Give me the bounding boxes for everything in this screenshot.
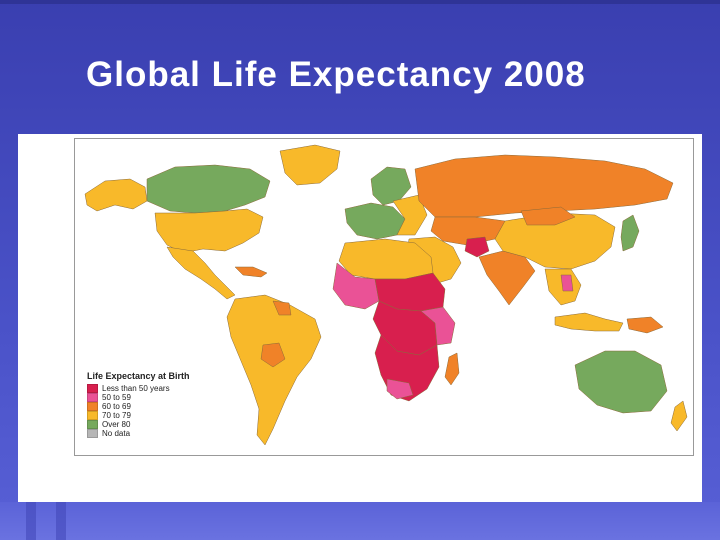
world-map-svg	[84, 144, 688, 446]
bottom-band	[0, 502, 720, 540]
region-new-zealand	[670, 400, 688, 432]
legend-label: 50 to 59	[102, 393, 131, 402]
legend-item: No data	[87, 429, 207, 438]
slide-title: Global Life Expectancy 2008	[86, 55, 586, 94]
legend-item: Less than 50 years	[87, 384, 207, 393]
legend-swatch	[87, 411, 98, 420]
legend-swatch	[87, 420, 98, 429]
legend-items: Less than 50 years 50 to 59 60 to 69 70 to …	[87, 384, 207, 438]
region-new-guinea	[626, 316, 664, 334]
legend-title: Life Expectancy at Birth	[87, 371, 190, 381]
legend-swatch	[87, 429, 98, 438]
region-mongolia	[520, 206, 576, 226]
legend-label: Over 80	[102, 420, 131, 429]
title-bar-accent	[0, 0, 720, 4]
region-caribbean	[234, 266, 268, 278]
region-australia	[574, 350, 668, 414]
region-scandinavia	[370, 166, 412, 206]
legend-item: 60 to 69	[87, 402, 207, 411]
legend-label: 70 to 79	[102, 411, 131, 420]
region-bolivia	[260, 342, 286, 368]
region-greenland	[279, 144, 341, 186]
region-china	[494, 212, 616, 270]
legend-label: 60 to 69	[102, 402, 131, 411]
legend-label: No data	[102, 429, 131, 438]
world-map: Life Expectancy at Birth Less than 50 ye…	[74, 138, 694, 456]
region-guyana	[272, 300, 292, 316]
region-usa	[154, 208, 264, 254]
region-madagascar	[444, 352, 460, 386]
legend-label: Less than 50 years	[102, 384, 170, 393]
legend-swatch	[87, 384, 98, 393]
region-south-africa-tip	[386, 378, 414, 400]
region-south-america	[226, 294, 322, 446]
region-alaska	[84, 178, 148, 212]
legend-item: 50 to 59	[87, 393, 207, 402]
region-west-africa	[332, 262, 380, 310]
region-east-africa	[420, 306, 456, 346]
region-mexico	[166, 246, 236, 300]
decorative-bar-1	[26, 502, 36, 540]
region-canada	[146, 164, 271, 214]
decorative-bar-2	[56, 502, 66, 540]
legend-item: Over 80	[87, 420, 207, 429]
legend-swatch	[87, 393, 98, 402]
legend-swatch	[87, 402, 98, 411]
region-afghanistan	[464, 236, 490, 258]
region-indonesia	[554, 312, 624, 332]
map-legend: Life Expectancy at Birth Less than 50 ye…	[87, 371, 207, 438]
region-india	[478, 250, 536, 306]
region-japan	[620, 214, 640, 252]
legend-item: 70 to 79	[87, 411, 207, 420]
region-russia	[414, 154, 674, 218]
region-western-europe	[344, 202, 406, 240]
region-indochina	[560, 274, 574, 292]
